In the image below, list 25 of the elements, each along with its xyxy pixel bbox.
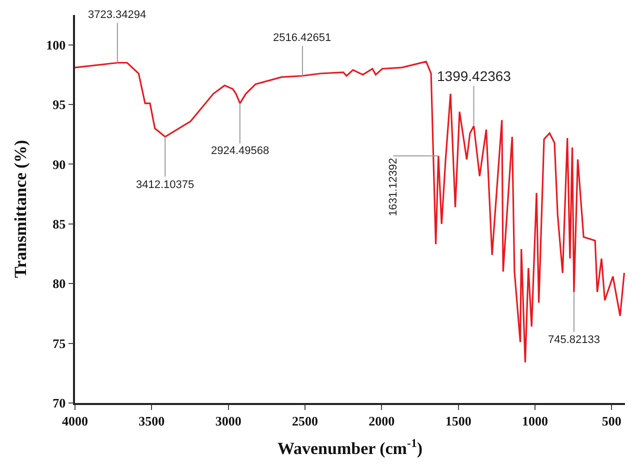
y-tick-label: 90 (52, 156, 66, 172)
line-series (75, 60, 625, 364)
y-tick-label: 70 (52, 396, 66, 411)
annotation: 1399.42363 (437, 68, 512, 84)
y-tick-label: 80 (52, 276, 66, 292)
annotation: 3412.10375 (136, 179, 194, 191)
annotation: 745.82133 (548, 334, 600, 346)
annotation: 2516.42651 (273, 32, 332, 44)
y-axis-title: Transmittance (%) (11, 140, 30, 278)
annotation: 2924.49568 (211, 145, 270, 157)
y-tick-label: 100 (46, 37, 66, 52)
annotation: 3723.34294 (88, 9, 146, 21)
x-axis-title: Wavenumber (cm$^{-1}$) (277, 436, 423, 458)
x-tick-label: 500 (602, 413, 622, 428)
x-tick-label: 1500 (445, 413, 472, 428)
x-tick-label: 3500 (138, 413, 165, 428)
annotation: 1631.12392 (387, 158, 400, 216)
x-tick-label: 3000 (215, 413, 242, 428)
x-tick-label: 4000 (62, 413, 88, 428)
y-tick-label: 95 (52, 97, 66, 112)
x-tick-label: 2000 (368, 413, 395, 428)
x-tick-label: 1000 (522, 413, 548, 428)
y-tick-label: 85 (52, 216, 66, 232)
y-tick-label: 75 (52, 336, 66, 351)
x-tick-label: 2500 (292, 413, 318, 428)
